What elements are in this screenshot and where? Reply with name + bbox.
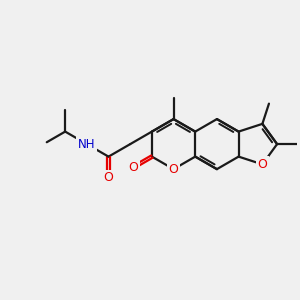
Text: O: O (257, 158, 267, 171)
Text: O: O (103, 171, 113, 184)
Text: NH: NH (78, 138, 96, 151)
Text: O: O (169, 163, 178, 176)
Text: O: O (128, 161, 138, 174)
